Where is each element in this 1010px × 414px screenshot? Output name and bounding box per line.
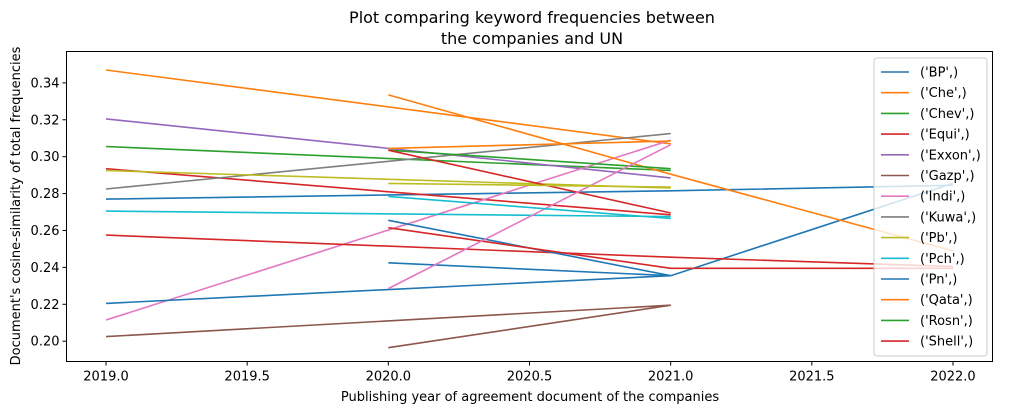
y-tick-label: 0.32: [31, 113, 60, 128]
series-layer: [105, 69, 954, 349]
legend-entry-label: ('Chev',): [920, 107, 974, 122]
x-tick-label: 2020.0: [366, 370, 412, 385]
legend-entry-label: ('Equi',): [920, 128, 970, 143]
x-tick-label: 2021.5: [789, 370, 835, 385]
legend-entry-label: ('BP',): [920, 66, 958, 81]
x-tick-label: 2021.0: [648, 370, 694, 385]
legend-entry-label: ('Rosn',): [920, 314, 973, 329]
series-line-11: [388, 94, 954, 252]
x-tick-label: 2019.5: [224, 370, 270, 385]
x-tick-label: 2020.5: [507, 370, 553, 385]
legend-entry-label: ('Pb',): [920, 231, 958, 246]
x-axis-label: Publishing year of agreement document of…: [341, 390, 719, 405]
series-line-22: [388, 195, 671, 220]
series-line-5: [105, 304, 671, 338]
legend-entry-label: ('Che',): [920, 86, 967, 101]
y-tick-label: 0.30: [31, 150, 60, 165]
series-line-3: [105, 167, 671, 216]
series-line-1: [105, 69, 671, 145]
series-line-6: [105, 139, 671, 321]
series-line-12: [388, 149, 671, 170]
series-line-9: [105, 210, 671, 218]
x-tick-label: 2022.0: [930, 370, 976, 385]
series-line-18: [388, 140, 671, 150]
x-tick-label: 2019.0: [83, 370, 129, 385]
series-line-20: [387, 143, 672, 290]
legend: ('BP',) ('Che',) ('Chev',) ('Equi',) ('Exxon…: [873, 57, 988, 357]
series-line-0: [105, 184, 954, 200]
series-line-2: [105, 145, 671, 172]
y-tick-label: 0.28: [31, 187, 60, 202]
y-tick-label: 0.22: [31, 298, 60, 313]
legend-entry-label: ('Qata',): [920, 293, 973, 308]
chart-title: Plot comparing keyword frequencies betwe…: [349, 8, 715, 27]
x-axis-ticks: 2019.0 2019.5 2020.0 2020.5 2021.0 2021.5 2022…: [83, 361, 976, 385]
legend-frame: [873, 57, 988, 357]
series-line-13: [105, 234, 954, 268]
y-tick-label: 0.26: [31, 224, 60, 239]
legend-entry-label: ('Gazp',): [920, 169, 975, 184]
series-line-16: [388, 149, 671, 214]
y-tick-label: 0.24: [31, 261, 60, 276]
series-line-21: [388, 182, 671, 188]
plot-area-frame: [66, 51, 993, 362]
y-axis-ticks: 0.20 0.22 0.24 0.26 0.28 0.30 0.32 0.34: [31, 76, 67, 350]
chart-title-line2: the companies and UN: [441, 29, 623, 48]
series-line-19: [388, 304, 671, 349]
y-axis-label: Document's cosine-similarity of total fr…: [9, 46, 24, 365]
legend-entry-label: ('Exxon',): [920, 148, 981, 163]
y-tick-label: 0.20: [31, 335, 60, 350]
y-tick-label: 0.34: [31, 76, 60, 91]
legend-entry-label: ('Indi',): [920, 190, 965, 205]
legend-entry-label: ('Pch',): [920, 252, 965, 267]
legend-entry-label: ('Shell',): [920, 335, 973, 350]
legend-entry-label: ('Kuwa',): [920, 210, 976, 225]
legend-entry-label: ('Pn',): [920, 273, 957, 288]
